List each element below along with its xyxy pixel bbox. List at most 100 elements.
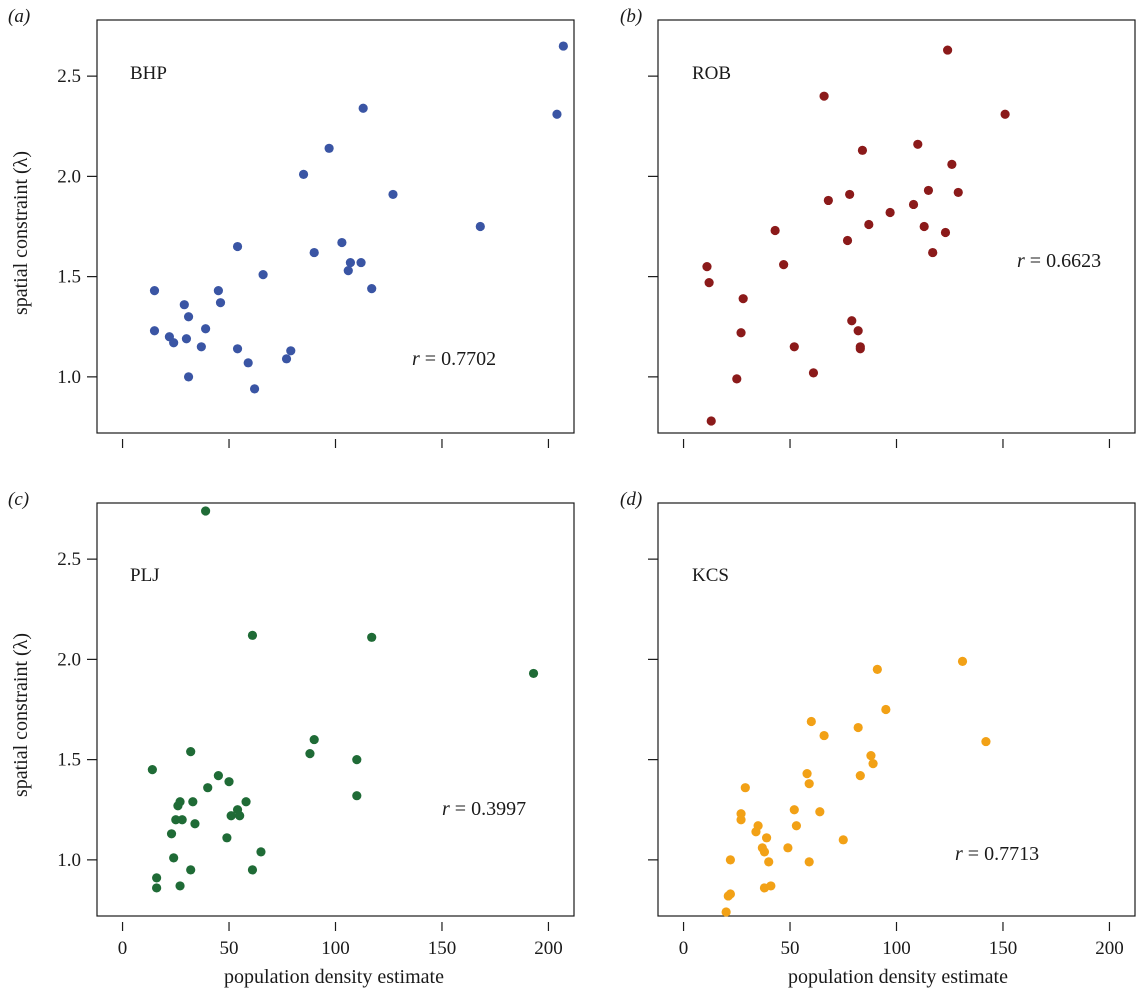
data-point bbox=[706, 416, 716, 426]
data-point bbox=[286, 346, 296, 356]
data-point bbox=[881, 704, 891, 715]
panel-title: KCS bbox=[692, 565, 729, 586]
y-axis-title-bottom: spatial constraint (λ) bbox=[10, 633, 32, 797]
data-point bbox=[947, 159, 957, 169]
data-point bbox=[177, 815, 187, 825]
correlation-label: r = 0.7713 bbox=[955, 843, 1039, 865]
data-point bbox=[249, 384, 260, 394]
data-point bbox=[802, 769, 812, 779]
data-point bbox=[203, 783, 213, 793]
data-point bbox=[305, 749, 315, 759]
panel-letter: (c) bbox=[8, 489, 29, 510]
data-point bbox=[186, 865, 196, 875]
data-point bbox=[181, 334, 192, 344]
data-point bbox=[1000, 109, 1010, 119]
data-point bbox=[166, 829, 177, 839]
data-point bbox=[309, 734, 319, 745]
panel-c: (c) PLJ 0 50 100 150 200 1.0 1.5 2.0 2.5 r = 0.3997 bbox=[8, 489, 575, 959]
data-point bbox=[953, 187, 963, 198]
y-tick-label: 2.5 bbox=[57, 66, 81, 87]
data-point bbox=[149, 326, 160, 336]
data-point bbox=[183, 312, 194, 322]
data-point bbox=[838, 835, 848, 845]
data-point bbox=[759, 847, 770, 857]
data-point bbox=[258, 270, 268, 280]
data-point bbox=[740, 783, 750, 793]
data-point bbox=[923, 185, 934, 196]
x-tick-label: 150 bbox=[989, 938, 1018, 959]
x-tick-label: 100 bbox=[882, 938, 911, 959]
data-point bbox=[281, 354, 292, 364]
data-point bbox=[919, 221, 929, 232]
data-point bbox=[175, 881, 185, 891]
data-point bbox=[152, 873, 162, 883]
data-point bbox=[864, 219, 874, 230]
data-point bbox=[213, 286, 223, 296]
data-point bbox=[855, 771, 865, 781]
data-point bbox=[175, 797, 185, 807]
plot-frame bbox=[657, 502, 1136, 917]
data-point bbox=[779, 259, 789, 270]
data-point bbox=[847, 316, 857, 326]
y-tick-label: 2.0 bbox=[57, 649, 81, 670]
data-point bbox=[721, 907, 731, 917]
data-point bbox=[981, 736, 991, 747]
plot-frame bbox=[657, 19, 1136, 434]
data-point bbox=[256, 847, 266, 857]
data-point bbox=[201, 506, 211, 516]
data-point bbox=[815, 807, 825, 817]
data-point bbox=[324, 143, 334, 153]
panel-title: BHP bbox=[130, 63, 167, 84]
panel-b: (b) ROB r = 0.6623 bbox=[620, 6, 1136, 448]
data-point bbox=[808, 368, 819, 378]
data-point bbox=[702, 261, 712, 272]
x-tick-label: 50 bbox=[220, 938, 239, 959]
data-point bbox=[179, 300, 189, 310]
panel-a: (a) BHP 1.0 1.5 2.0 2.5 r = 0.7702 bbox=[8, 6, 575, 448]
plot-frame bbox=[96, 19, 575, 434]
data-point bbox=[367, 632, 377, 642]
data-point bbox=[736, 815, 746, 825]
x-tick-label: 200 bbox=[1095, 938, 1124, 959]
y-tick-label: 2.5 bbox=[57, 549, 81, 570]
data-point bbox=[183, 372, 194, 382]
plot-frame bbox=[96, 502, 575, 917]
data-point bbox=[247, 865, 258, 875]
data-point bbox=[885, 207, 895, 218]
x-axis-title-left: population density estimate bbox=[224, 966, 444, 988]
data-point bbox=[337, 237, 347, 248]
data-point bbox=[857, 145, 868, 155]
data-point bbox=[247, 630, 258, 640]
data-point bbox=[149, 286, 160, 296]
panel-letter: (b) bbox=[620, 6, 642, 27]
y-tick-label: 2.0 bbox=[57, 166, 81, 187]
data-point bbox=[868, 759, 878, 769]
data-point bbox=[343, 266, 353, 276]
panel-title: ROB bbox=[692, 63, 731, 84]
y-tick-label: 1.0 bbox=[57, 367, 81, 388]
data-point bbox=[243, 358, 253, 368]
data-point bbox=[866, 751, 876, 761]
data-point bbox=[823, 195, 833, 206]
data-point bbox=[356, 257, 366, 268]
y-axis-title-top: spatial constraint (λ) bbox=[10, 151, 32, 315]
data-point bbox=[224, 777, 234, 787]
data-point bbox=[558, 41, 568, 51]
data-point bbox=[770, 225, 780, 236]
x-tick-label: 0 bbox=[118, 938, 128, 959]
correlation-label: r = 0.7702 bbox=[412, 348, 496, 370]
data-point bbox=[241, 797, 251, 807]
data-point bbox=[388, 189, 398, 200]
data-point bbox=[732, 374, 742, 384]
data-point bbox=[367, 284, 377, 294]
data-point bbox=[766, 881, 776, 891]
panel-letter: (d) bbox=[620, 489, 642, 510]
data-point bbox=[352, 791, 362, 801]
correlation-label: r = 0.6623 bbox=[1017, 250, 1101, 272]
data-point bbox=[789, 805, 799, 815]
x-tick-label: 150 bbox=[428, 938, 457, 959]
panel-d: (d) KCS 0 50 100 150 200 r = 0.7713 bbox=[620, 489, 1136, 959]
data-point bbox=[147, 765, 157, 775]
data-point bbox=[196, 342, 206, 352]
data-point bbox=[704, 278, 714, 288]
